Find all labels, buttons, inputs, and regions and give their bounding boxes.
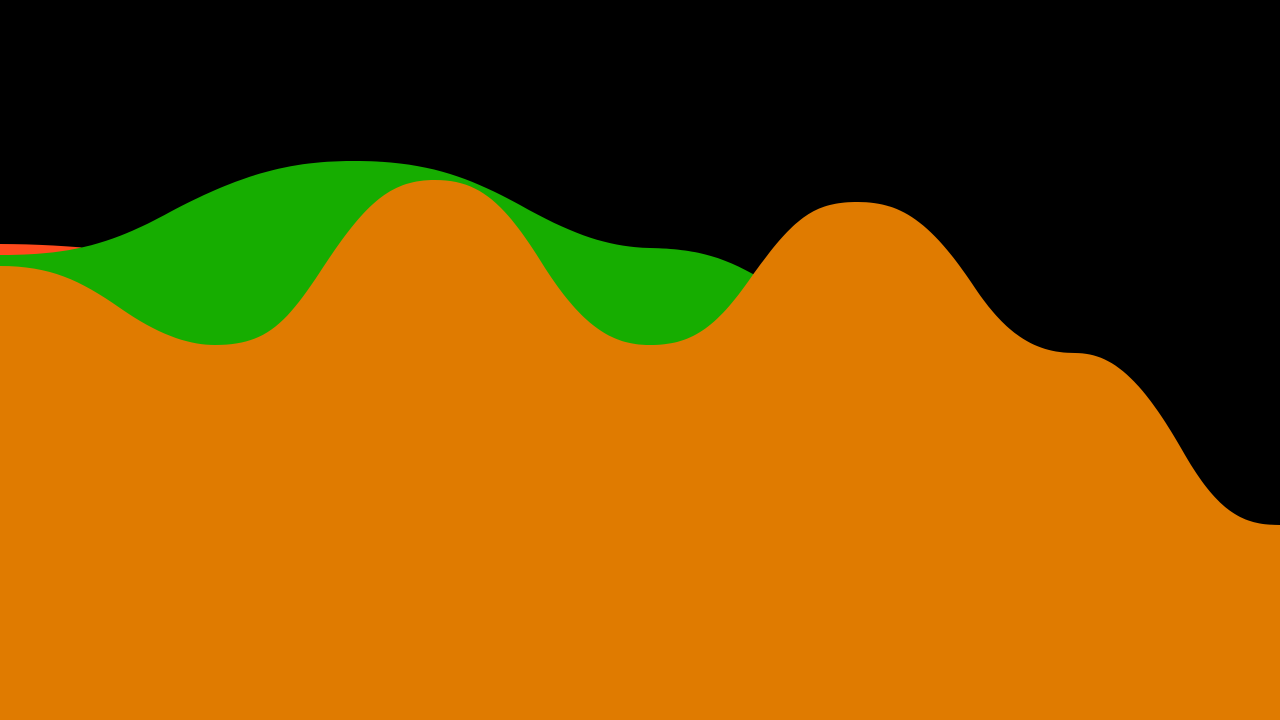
orange-wave-layer [0,180,1280,720]
